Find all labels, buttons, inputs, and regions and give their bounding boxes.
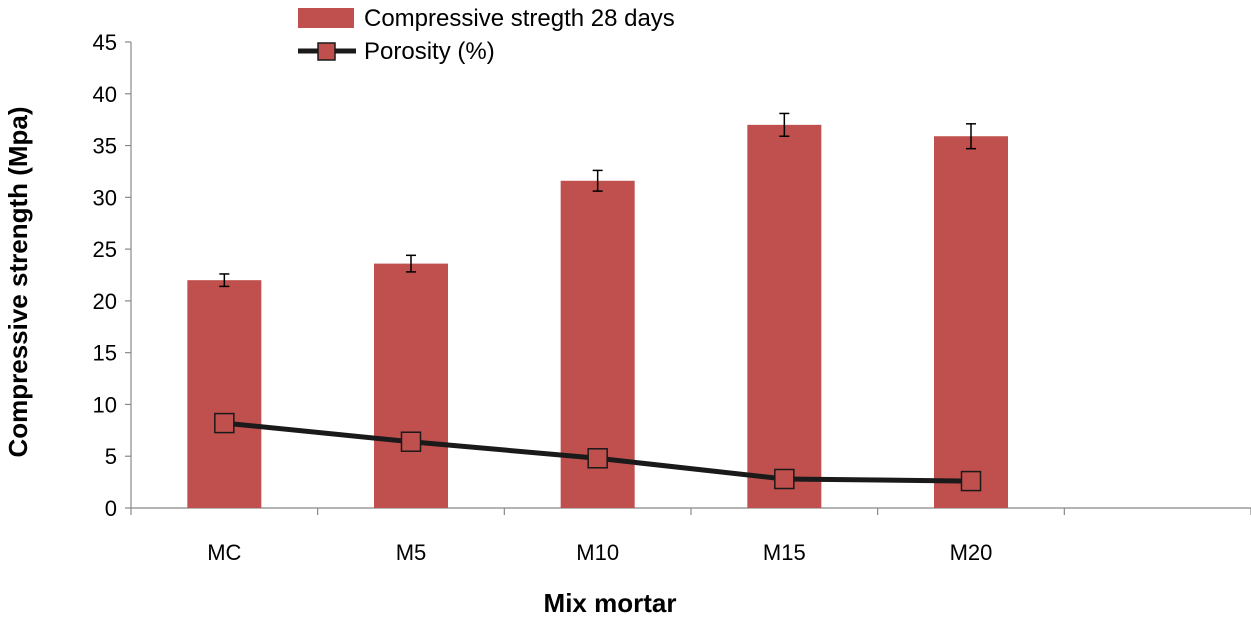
x-tick-label: M5: [396, 540, 427, 565]
porosity-marker: [214, 412, 235, 434]
x-tick-label: M10: [576, 540, 619, 565]
y-tick-label: 20: [93, 289, 117, 314]
legend: Compressive stregth 28 days Porosity (%): [298, 5, 675, 65]
y-tick-label: 10: [93, 392, 117, 417]
porosity-marker: [774, 468, 795, 490]
error-bar: [592, 169, 603, 192]
y-tick-label: 25: [93, 237, 117, 262]
bar: [934, 136, 1008, 509]
y-tick-label: 5: [105, 444, 117, 469]
legend-bar-label: Compressive stregth 28 days: [364, 5, 675, 32]
error-bar: [219, 273, 230, 288]
error-bar: [406, 254, 416, 273]
legend-line-marker: [317, 42, 336, 61]
y-axis-title: Compressive strength (Mpa): [3, 106, 33, 457]
axes: 0 5 10 15 20 25 30 35 40 45 MC M5 M10 M15 M20: [93, 30, 1251, 565]
x-axis-title: Mix mortar: [544, 588, 677, 618]
y-tick-label: 45: [93, 30, 117, 55]
y-tick-label: 15: [93, 341, 117, 366]
y-tick-label: 0: [105, 496, 117, 521]
error-bar: [966, 123, 976, 150]
x-tick-label: MC: [207, 540, 241, 565]
bar: [187, 280, 262, 508]
porosity-marker: [587, 448, 608, 469]
bar: [747, 124, 822, 508]
y-tick-label: 35: [93, 134, 117, 159]
x-tick-label: M15: [763, 540, 806, 565]
error-bar: [779, 112, 790, 137]
y-tick-label: 40: [93, 82, 117, 107]
bar: [374, 263, 448, 508]
y-tick-label: 30: [93, 185, 117, 210]
porosity-marker: [960, 470, 982, 492]
legend-bar-swatch: [298, 8, 354, 28]
legend-line-label: Porosity (%): [364, 38, 495, 65]
x-tick-label: M20: [950, 540, 993, 565]
porosity-marker: [400, 431, 422, 452]
line-series: [214, 412, 982, 492]
bar-series: [187, 112, 1008, 509]
